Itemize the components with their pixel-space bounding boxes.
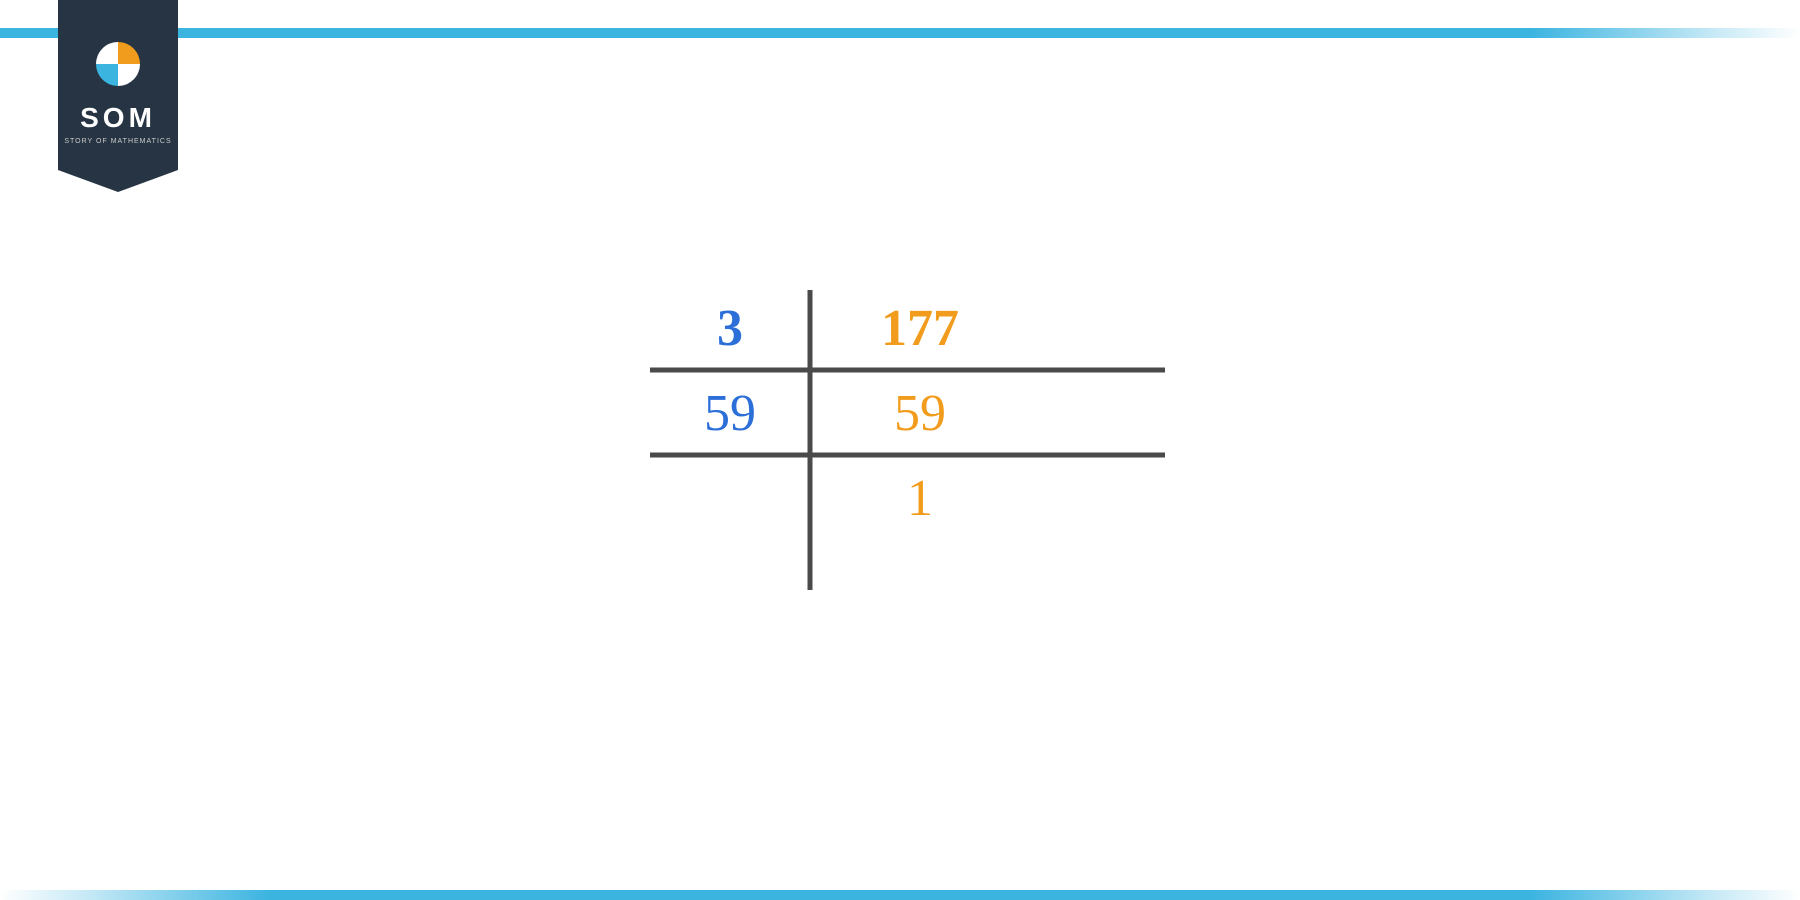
bottom-accent-bar [0,890,1800,900]
factor-left-0: 3 [717,300,743,357]
logo-subtitle: STORY OF MATHEMATICS [64,138,171,145]
factor-right-1: 59 [894,385,946,442]
logo-badge: SOM STORY OF MATHEMATICS [58,0,178,170]
logo-title: SOM [80,102,156,134]
factor-left-1: 59 [704,385,756,442]
factor-right-0: 177 [881,300,959,357]
logo-icon [94,40,142,88]
factor-right-2: 1 [907,470,933,527]
factorization-diagram: 3 177 59 59 1 [620,290,1180,610]
top-accent-bar [0,28,1800,38]
